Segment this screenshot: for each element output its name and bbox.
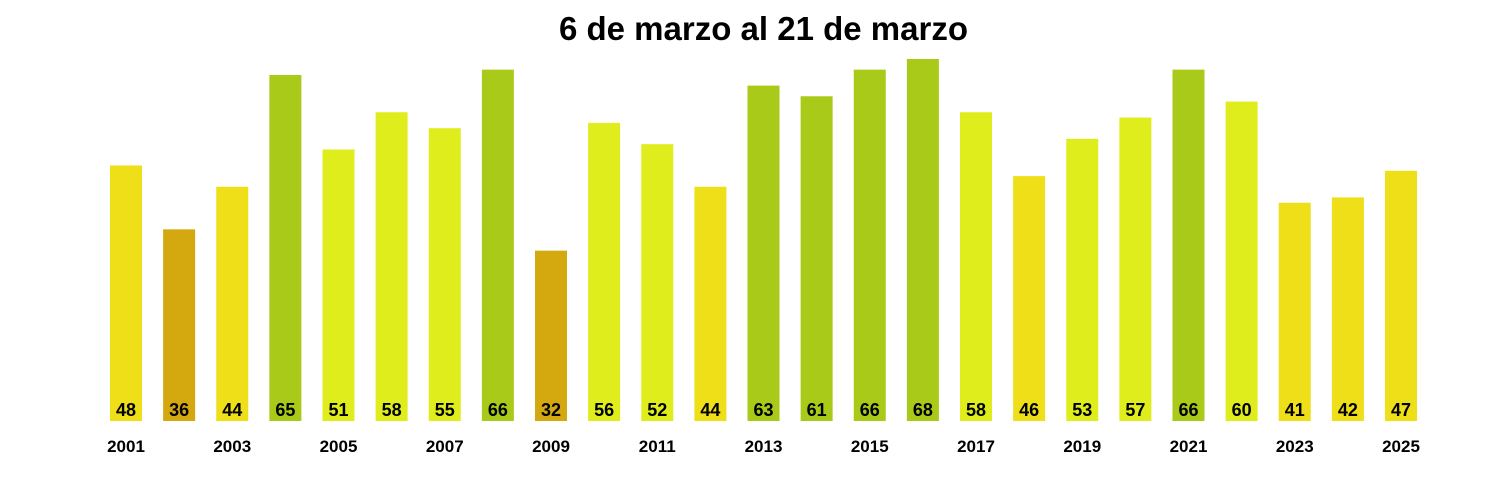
bar-2003 (216, 186, 249, 421)
value-label-2010: 56 (594, 400, 614, 420)
value-label-2017: 58 (966, 400, 986, 420)
bar-2015 (853, 69, 886, 422)
x-tick-2021: 2021 (1170, 437, 1208, 456)
value-label-2012: 44 (700, 400, 720, 420)
bar-2023 (1278, 202, 1311, 421)
x-tick-2017: 2017 (957, 437, 995, 456)
x-tick-2007: 2007 (426, 437, 464, 456)
value-label-2007: 55 (435, 400, 455, 420)
bar-2018 (1013, 176, 1046, 421)
x-tick-2001: 2001 (107, 437, 145, 456)
value-label-2001: 48 (116, 400, 136, 420)
value-label-2005: 51 (328, 400, 348, 420)
value-label-2004: 65 (275, 400, 295, 420)
x-tick-2015: 2015 (851, 437, 889, 456)
value-label-2008: 66 (488, 400, 508, 420)
bar-2005 (322, 149, 355, 421)
value-label-2011: 52 (647, 400, 667, 420)
value-label-2021: 66 (1178, 400, 1198, 420)
value-label-2018: 46 (1019, 400, 1039, 420)
x-tick-2013: 2013 (745, 437, 783, 456)
value-label-2020: 57 (1125, 400, 1145, 420)
value-label-2023: 41 (1285, 400, 1305, 420)
bars-group (110, 59, 1417, 422)
x-tick-2023: 2023 (1276, 437, 1314, 456)
bar-2016 (906, 59, 939, 421)
bar-2025 (1385, 170, 1417, 421)
bar-2010 (588, 122, 621, 421)
bar-2017 (960, 112, 992, 422)
x-tick-2003: 2003 (213, 437, 251, 456)
value-label-2003: 44 (222, 400, 242, 420)
value-label-2016: 68 (913, 400, 933, 420)
value-label-2014: 61 (807, 400, 827, 420)
value-label-2013: 63 (753, 400, 773, 420)
x-tick-2025: 2025 (1382, 437, 1420, 456)
value-label-2019: 53 (1072, 400, 1092, 420)
bar-2009 (535, 250, 567, 421)
bar-2021 (1172, 69, 1205, 422)
value-label-2022: 60 (1232, 400, 1252, 420)
bar-2006 (375, 112, 408, 422)
bar-2013 (747, 85, 780, 422)
x-tick-2019: 2019 (1063, 437, 1101, 456)
bar-2012 (694, 186, 727, 421)
bar-2001 (110, 165, 142, 421)
value-label-2009: 32 (541, 400, 561, 420)
bar-2011 (641, 144, 674, 421)
x-axis-ticks: 2001 2003 2005 2007 2009 2011 2013 2015 2017 2019… (107, 437, 1420, 456)
value-labels-group: 48 36 44 65 51 58 55 66 32 56 52 44 63 61 66 68 58 46 53 57… (116, 400, 1411, 420)
value-label-2024: 42 (1338, 400, 1358, 420)
value-label-2006: 58 (382, 400, 402, 420)
x-tick-2009: 2009 (532, 437, 570, 456)
x-tick-2005: 2005 (320, 437, 358, 456)
bar-2022 (1225, 101, 1258, 421)
bar-2019 (1066, 138, 1099, 421)
bar-2004 (269, 74, 302, 421)
bar-2020 (1119, 117, 1152, 421)
bar-2008 (481, 69, 514, 422)
value-label-2015: 66 (860, 400, 880, 420)
bar-2024 (1331, 197, 1364, 421)
x-tick-2011: 2011 (639, 437, 676, 456)
bar-2007 (428, 128, 461, 421)
value-label-2002: 36 (169, 400, 189, 420)
value-label-2025: 47 (1391, 400, 1411, 420)
chart-title: 6 de marzo al 21 de marzo (558, 10, 968, 47)
bar-2002 (163, 229, 196, 421)
bar-2014 (800, 96, 833, 421)
